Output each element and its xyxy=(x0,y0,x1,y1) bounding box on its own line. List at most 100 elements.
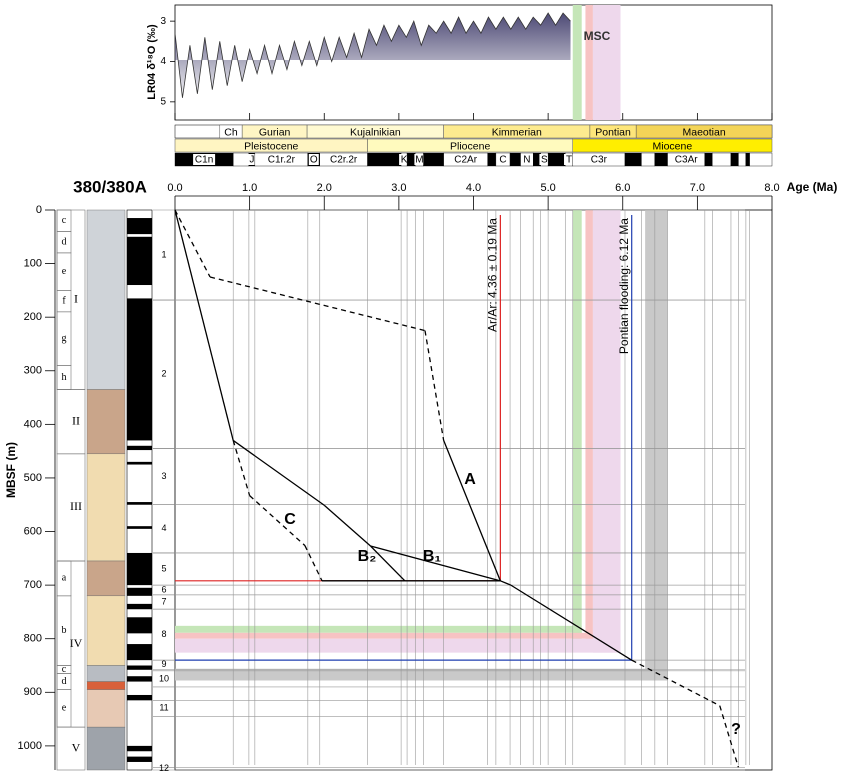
lithology xyxy=(86,209,126,390)
age-depth-segment xyxy=(174,209,234,441)
polarity-normal xyxy=(127,461,152,465)
subunit-label: a xyxy=(62,573,67,584)
subunit-label: e xyxy=(62,266,67,277)
stage-label: Kujalnikian xyxy=(350,126,401,138)
age-depth-segment xyxy=(510,584,633,661)
chron xyxy=(654,152,668,167)
chron xyxy=(624,152,642,167)
o18-axis-label: LR04 δ¹⁸O (‰) xyxy=(146,24,158,100)
arar-label: Ar/Ar: 4.36 ± 0.19 Ma xyxy=(486,218,500,332)
subunit-label: b xyxy=(62,625,67,636)
lithology xyxy=(86,595,126,666)
chron-label: C3r xyxy=(591,155,608,166)
x-tick-label: 0.0 xyxy=(167,182,182,194)
chron-label-bg xyxy=(672,154,701,165)
chart-title: 380/380A xyxy=(73,177,147,196)
lithology xyxy=(86,689,126,728)
msc-band xyxy=(592,210,621,653)
subunit-label: c xyxy=(62,215,67,226)
age-depth-segment xyxy=(249,495,306,546)
x-tick-label: 6.0 xyxy=(615,182,630,194)
chron-label: T xyxy=(566,155,572,166)
polarity-column xyxy=(126,209,153,771)
chron xyxy=(423,152,444,167)
chron-label: C xyxy=(499,155,506,166)
x-tick-label: 2.0 xyxy=(317,182,332,194)
unit-label: V xyxy=(72,740,81,754)
polarity-normal xyxy=(127,298,152,441)
chron-label: J xyxy=(249,155,254,166)
chron-label: C1r.2r xyxy=(268,155,296,166)
lithology xyxy=(86,453,126,562)
y-tick-label: 100 xyxy=(24,257,42,269)
msc-band xyxy=(585,210,593,651)
polarity-normal xyxy=(127,644,152,661)
core-label: 11 xyxy=(159,703,168,713)
epoch-label: Pleistocene xyxy=(244,140,298,152)
chron xyxy=(745,152,750,167)
series-label: A xyxy=(464,471,476,488)
y-tick-label: 1000 xyxy=(18,740,42,752)
core-label: 8 xyxy=(161,629,166,639)
y-axis-label: MBSF (m) xyxy=(4,442,18,498)
polarity-normal xyxy=(127,694,152,701)
chron xyxy=(749,152,773,167)
o18-shade xyxy=(175,13,571,98)
subunit-label: e xyxy=(62,703,67,714)
y-tick-label: 600 xyxy=(24,525,42,537)
polarity-normal xyxy=(127,587,152,596)
core-label: 3 xyxy=(161,471,166,481)
core-label: 2 xyxy=(161,369,166,379)
chron-label-bg xyxy=(414,154,425,165)
chron-label-bg xyxy=(193,154,216,165)
chron-label-bg xyxy=(246,154,257,165)
y-tick-label: 0 xyxy=(36,204,42,216)
series-label: C xyxy=(284,511,296,528)
stage-label: Pontian xyxy=(595,126,631,138)
polarity-normal xyxy=(127,756,152,762)
unit-box xyxy=(56,389,86,455)
polarity-normal xyxy=(127,603,152,610)
age-depth-segment xyxy=(500,580,512,586)
age-depth-segment xyxy=(719,705,740,768)
polarity-normal xyxy=(127,236,152,286)
subunit-box xyxy=(56,689,72,728)
core-label: 6 xyxy=(161,584,166,594)
chron-label: C2Ar xyxy=(454,155,477,166)
chron-label-bg xyxy=(539,154,550,165)
o18-msc-band xyxy=(585,5,593,120)
age-depth-segment xyxy=(631,659,721,707)
chron-label: M xyxy=(415,155,423,166)
subunit-label: g xyxy=(62,333,67,344)
subunit-label: c xyxy=(62,664,67,675)
series-label: B₁ xyxy=(423,548,442,565)
chron-label-bg xyxy=(323,154,364,165)
y-tick-label: 500 xyxy=(24,472,42,484)
chron-label: C3Ar xyxy=(675,155,698,166)
o18-msc-band xyxy=(592,5,621,120)
chron-label: S xyxy=(541,155,548,166)
age-depth-segment xyxy=(443,440,501,582)
polarity-normal xyxy=(127,676,152,682)
age-depth-segment xyxy=(174,209,211,278)
epoch-label: Pliocene xyxy=(450,140,490,152)
lithology xyxy=(86,665,126,682)
epoch-label: Miocene xyxy=(653,140,693,152)
chron-label: O xyxy=(310,155,318,166)
y-tick-label: 700 xyxy=(24,579,42,591)
y-tick-label: 400 xyxy=(24,418,42,430)
pontian-label: Pontian flooding: 6.12 Ma xyxy=(617,218,631,354)
polarity-normal xyxy=(127,445,152,451)
msc-band xyxy=(572,210,582,651)
chron xyxy=(509,152,521,167)
chron-label: K xyxy=(401,155,408,166)
x-axis-label: Age (Ma) xyxy=(787,180,838,194)
chron xyxy=(704,152,713,167)
polarity-normal xyxy=(127,526,152,529)
polarity-normal xyxy=(127,218,152,235)
age-depth-segment xyxy=(424,330,445,441)
polarity-normal xyxy=(127,745,152,752)
age-depth-segment xyxy=(209,276,426,332)
x-tick-label: 5.0 xyxy=(540,182,555,194)
